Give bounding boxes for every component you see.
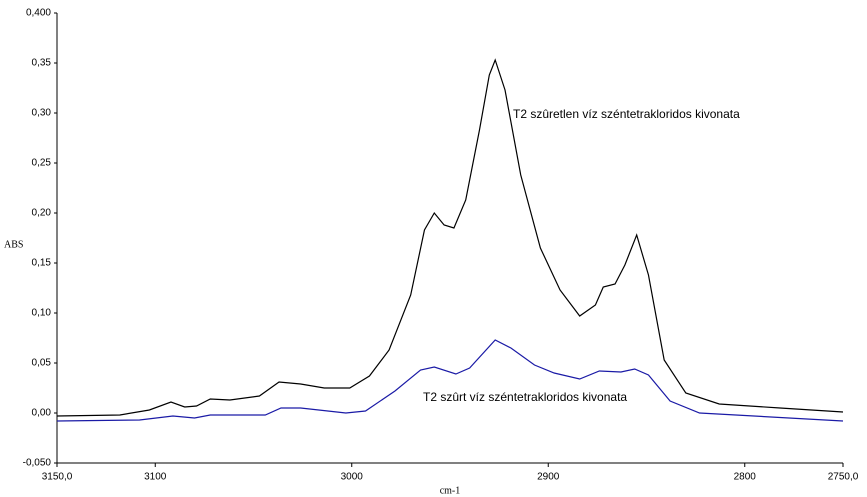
y-tick-label: 0,25 bbox=[32, 158, 52, 169]
y-axis-label: ABS bbox=[4, 239, 23, 250]
y-tick-label: 0,35 bbox=[32, 58, 52, 69]
y-tick-label: 0,15 bbox=[32, 258, 52, 269]
x-tick-label: 2750,0 bbox=[828, 472, 859, 483]
y-tick-label: 0,20 bbox=[32, 208, 52, 219]
spectrum-line bbox=[56, 339, 844, 422]
y-tick-label: 0,400 bbox=[26, 8, 51, 19]
x-tick-label: 2900 bbox=[537, 472, 560, 483]
y-tick-label: 0,00 bbox=[32, 408, 52, 419]
y-tick-label: -0,050 bbox=[23, 458, 52, 469]
annotation: T2 szûrt víz széntetrakloridos kivonata bbox=[423, 390, 627, 404]
y-tick-label: 0,05 bbox=[32, 358, 52, 369]
y-tick-label: 0,30 bbox=[32, 108, 52, 119]
x-tick-label: 3150,0 bbox=[42, 472, 73, 483]
spectrum-line bbox=[56, 58, 844, 417]
x-tick-label: 2800 bbox=[734, 472, 757, 483]
x-tick-label: 3000 bbox=[341, 472, 364, 483]
annotation: T2 szûretlen víz széntetrakloridos kivon… bbox=[513, 107, 740, 121]
x-tick-label: 3100 bbox=[144, 472, 167, 483]
x-axis-label: cm-1 bbox=[440, 485, 461, 496]
y-tick-label: 0,10 bbox=[32, 308, 52, 319]
